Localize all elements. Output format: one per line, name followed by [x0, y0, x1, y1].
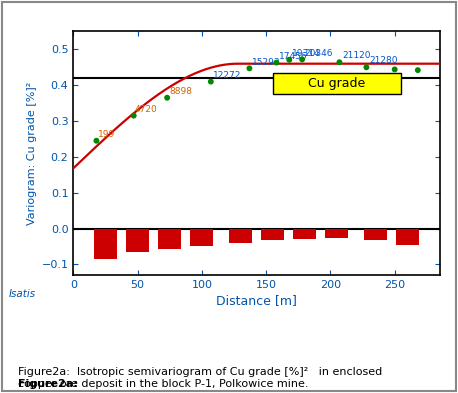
Bar: [94, 228, 117, 259]
Bar: [229, 228, 252, 243]
Text: 15293: 15293: [252, 57, 281, 66]
Bar: [396, 228, 419, 244]
Text: 19314: 19314: [292, 49, 321, 58]
Point: [414, 67, 421, 73]
X-axis label: Distance [m]: Distance [m]: [216, 294, 297, 307]
Text: 20346: 20346: [305, 49, 333, 58]
Text: Cu grade: Cu grade: [308, 77, 365, 90]
Point: [363, 64, 370, 70]
Bar: [293, 228, 316, 239]
Text: 12272: 12272: [213, 71, 242, 80]
Point: [130, 112, 137, 119]
Text: 17456: 17456: [279, 52, 308, 61]
Bar: [158, 228, 181, 249]
Y-axis label: Variogram: Cu grade [%]²: Variogram: Cu grade [%]²: [27, 82, 37, 225]
Point: [391, 66, 398, 73]
Point: [164, 95, 171, 101]
Point: [273, 59, 280, 66]
Point: [207, 79, 214, 85]
Point: [336, 59, 343, 65]
Bar: [190, 228, 213, 246]
Text: Isatis: Isatis: [9, 289, 36, 299]
Text: Figure2a:  Isotropic semivariogram of Cu grade [%]²   in enclosed
copper ore dep: Figure2a: Isotropic semivariogram of Cu …: [18, 367, 382, 389]
Point: [286, 57, 293, 63]
Text: 8898: 8898: [170, 87, 193, 96]
Point: [299, 56, 306, 62]
FancyBboxPatch shape: [273, 73, 401, 94]
Text: 4720: 4720: [135, 105, 158, 114]
Bar: [126, 228, 149, 252]
Point: [93, 138, 100, 144]
Bar: [261, 228, 284, 241]
Bar: [325, 228, 349, 238]
Point: [246, 65, 253, 72]
Text: 21120: 21120: [342, 51, 371, 61]
Text: 199: 199: [98, 130, 115, 139]
Text: Figure2a:: Figure2a:: [18, 379, 78, 389]
Text: 21280: 21280: [369, 57, 398, 66]
Bar: [364, 228, 387, 240]
